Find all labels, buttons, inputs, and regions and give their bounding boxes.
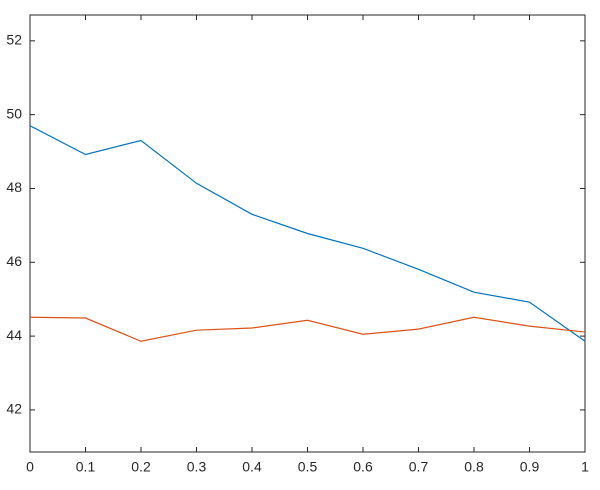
x-tick-label: 1 [581, 459, 589, 475]
x-tick-label: 0.9 [520, 459, 540, 475]
x-tick-label: 0.4 [242, 459, 262, 475]
y-tick-label: 46 [6, 253, 22, 269]
x-tick-label: 0.3 [187, 459, 207, 475]
y-tick-label: 48 [6, 179, 22, 195]
x-tick-label: 0.2 [131, 459, 151, 475]
data-line [29, 125, 586, 342]
x-tick-label: 0.1 [76, 459, 96, 475]
x-tick-label: 0.8 [464, 459, 484, 475]
data-line [29, 316, 586, 342]
x-tick-label: 0.7 [409, 459, 429, 475]
y-tick-label: 50 [6, 105, 22, 121]
x-tick-label: 0.6 [353, 459, 373, 475]
y-tick-label: 44 [6, 327, 22, 343]
y-tick-label: 52 [6, 32, 22, 48]
y-tick-label: 42 [6, 401, 22, 417]
x-tick-label: 0.5 [298, 459, 318, 475]
x-tick-label: 0 [26, 459, 34, 475]
